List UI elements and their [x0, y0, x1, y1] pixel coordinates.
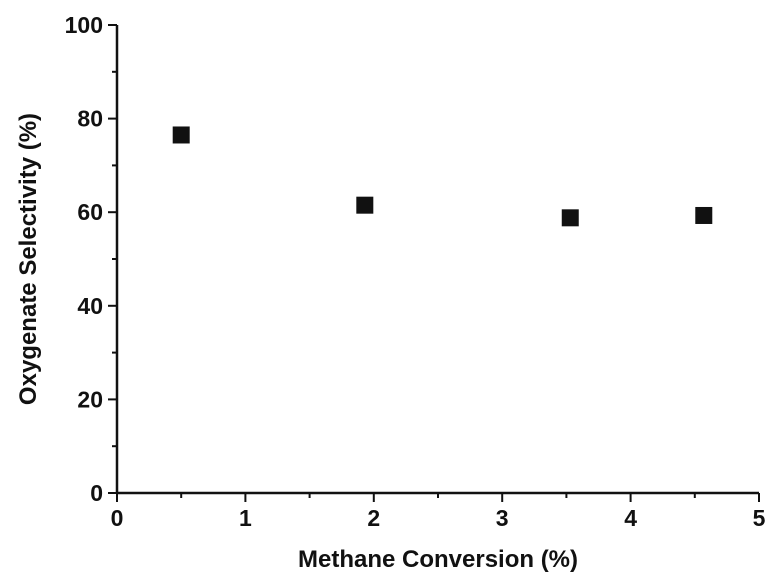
data-point	[172, 126, 190, 144]
data-points	[172, 126, 713, 227]
y-tick-label: 20	[77, 386, 103, 412]
y-tick-label: 60	[77, 199, 103, 225]
y-axis-title: Oxygenate Selectivity (%)	[15, 113, 42, 405]
y-tick-label: 100	[65, 12, 103, 38]
data-point	[695, 206, 713, 224]
x-tick-label: 4	[624, 505, 637, 531]
x-axis-title: Methane Conversion (%)	[298, 546, 578, 573]
y-tick-label: 80	[77, 106, 103, 132]
data-point	[356, 196, 374, 214]
x-ticks: 0 1 2 3 4 5	[111, 493, 766, 531]
axes	[115, 25, 759, 495]
x-tick-label: 1	[239, 505, 252, 531]
x-tick-label: 5	[753, 505, 766, 531]
x-tick-label: 3	[496, 505, 509, 531]
y-tick-label: 0	[90, 480, 103, 506]
y-tick-label: 40	[77, 293, 103, 319]
y-ticks: 0 20 40 60 80 100	[65, 12, 117, 506]
x-tick-label: 0	[111, 505, 124, 531]
data-point	[561, 209, 579, 227]
x-tick-label: 2	[367, 505, 380, 531]
